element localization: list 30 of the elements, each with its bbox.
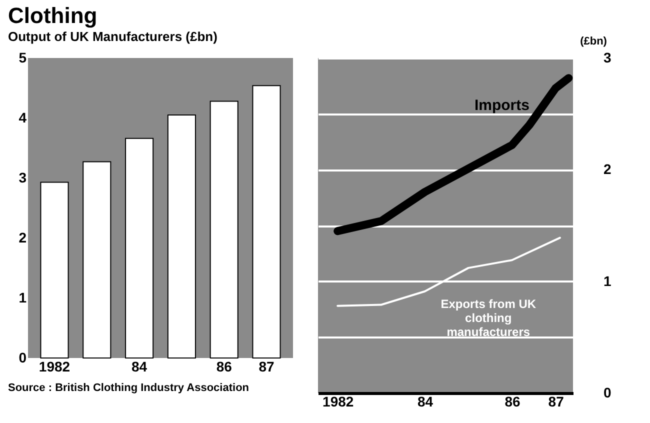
y-tick-label: 2 (18, 230, 27, 246)
bar (82, 161, 112, 358)
x-tick-label: 87 (258, 358, 274, 374)
chart-subtitle: Output of UK Manufacturers (£bn) (8, 29, 218, 44)
x-tick-label: 1982 (38, 358, 70, 374)
y-tick-label: 0 (604, 384, 612, 400)
x-tick-label: 87 (548, 394, 564, 410)
y-tick-label: 1 (604, 272, 612, 289)
y-tick-label: 1 (18, 290, 27, 306)
y-tick-label: 2 (604, 161, 612, 178)
bar (252, 85, 281, 358)
bar (40, 182, 69, 358)
series-label: Exports from UK clothing manufacturers (440, 296, 536, 339)
chart-title: Clothing (8, 3, 98, 28)
y-axis-title: (£bn) (580, 36, 608, 48)
series-label: Imports (474, 97, 530, 114)
bar (210, 100, 238, 358)
x-tick-label: 86 (504, 394, 520, 410)
x-tick-label: 1982 (322, 394, 354, 410)
x-tick-label: 86 (216, 358, 232, 374)
y-tick-label: 3 (604, 50, 612, 66)
y-tick-label: 5 (18, 50, 27, 66)
x-tick-label: 84 (132, 358, 148, 374)
y-tick-label: 4 (18, 110, 27, 126)
y-tick-label: 3 (18, 170, 27, 186)
y-tick-label: 0 (18, 350, 27, 366)
bar (167, 114, 196, 358)
x-tick-label: 84 (418, 394, 434, 410)
bar (125, 138, 154, 358)
source-note: Source : British Clothing Industry Association (8, 382, 250, 394)
